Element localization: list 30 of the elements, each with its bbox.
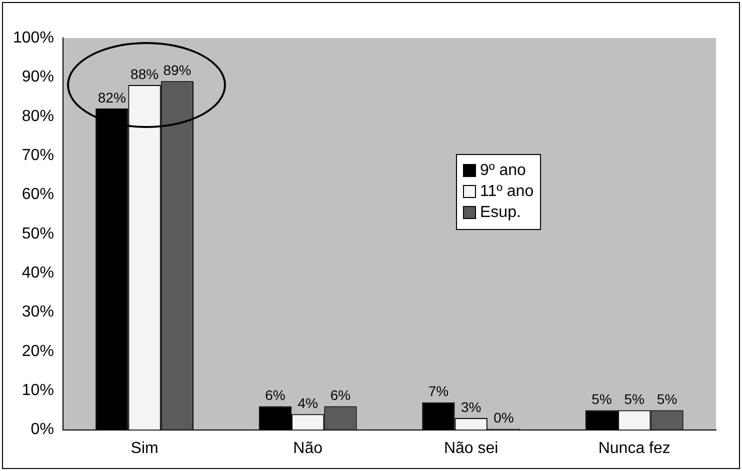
- y-tick-label: 10%: [22, 382, 54, 400]
- y-tick-label: 40%: [22, 264, 54, 282]
- legend-label: Esup.: [480, 204, 521, 222]
- x-tick-label: Não: [293, 440, 323, 457]
- y-tick-label: 50%: [22, 225, 54, 242]
- data-label: 82%: [98, 89, 126, 106]
- data-label: 0%: [494, 410, 514, 426]
- data-label: 89%: [163, 62, 192, 78]
- y-tick-label: 100%: [13, 29, 54, 46]
- x-tick-label: Nunca fez: [598, 440, 670, 457]
- y-tick-label: 60%: [22, 186, 54, 204]
- y-tick-label: 0%: [30, 421, 54, 438]
- data-label: 88%: [130, 66, 159, 82]
- data-label: 6%: [265, 387, 286, 404]
- x-tick-label: Sim: [130, 440, 158, 457]
- y-tick-label: 70%: [22, 146, 54, 164]
- y-tick-label: 30%: [22, 304, 54, 321]
- y-tick-label: 20%: [22, 342, 54, 360]
- legend-label: 9º ano: [480, 162, 526, 180]
- data-label: 4%: [298, 394, 318, 411]
- data-label: 6%: [330, 387, 351, 404]
- data-label: 7%: [428, 383, 449, 400]
- data-label: 5%: [656, 391, 678, 408]
- data-label: 5%: [592, 391, 612, 408]
- data-label: 3%: [460, 398, 482, 415]
- y-tick-label: 90%: [22, 68, 54, 86]
- x-tick-label: Não sei: [444, 440, 498, 457]
- y-tick-label: 80%: [22, 108, 54, 125]
- data-label: 5%: [624, 391, 644, 408]
- legend-label: 11º ano: [480, 182, 534, 201]
